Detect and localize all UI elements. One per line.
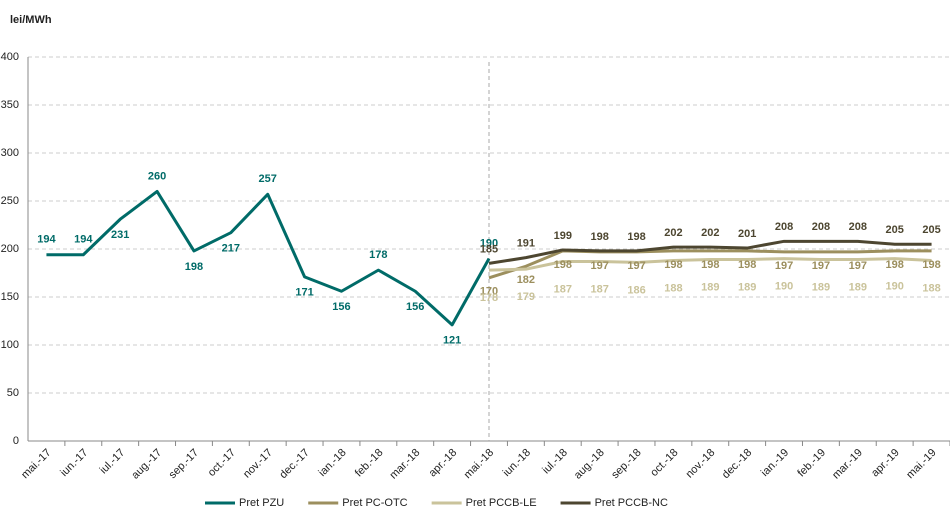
value-label: 197 xyxy=(849,260,867,272)
x-tick-label: iun.-17 xyxy=(58,447,90,479)
value-label: 197 xyxy=(775,260,793,272)
value-label: 186 xyxy=(627,284,645,296)
value-label: 205 xyxy=(922,224,940,236)
x-tick-label: nov.-17 xyxy=(241,447,275,481)
value-label: 190 xyxy=(886,281,904,293)
value-label: 198 xyxy=(886,259,904,271)
value-label: 198 xyxy=(664,259,682,271)
x-tick-label: iul.-18 xyxy=(540,447,570,477)
series-line xyxy=(488,257,932,272)
value-label: 189 xyxy=(738,281,756,293)
value-label: 231 xyxy=(111,229,129,241)
x-tick-label: dec.-18 xyxy=(720,447,754,481)
value-label: 197 xyxy=(812,260,830,272)
x-tick-label: oct.-18 xyxy=(648,447,680,479)
value-label: 194 xyxy=(74,234,93,246)
x-tick-label: ian.-19 xyxy=(759,447,791,479)
value-label: 185 xyxy=(480,243,498,255)
value-label: 257 xyxy=(259,173,277,185)
legend-label: Pret PCCB-NC xyxy=(595,497,668,509)
x-tick-label: mai.-18 xyxy=(462,447,496,481)
value-label: 199 xyxy=(554,230,572,242)
value-label: 190 xyxy=(480,238,498,250)
series-line xyxy=(46,189,491,327)
series-line xyxy=(488,239,932,265)
y-tick-label: 250 xyxy=(1,195,19,207)
x-tick-label: aug.-18 xyxy=(572,447,607,482)
value-label: 189 xyxy=(812,281,830,293)
value-label: 189 xyxy=(701,281,719,293)
value-label: 190 xyxy=(775,281,793,293)
value-label: 170 xyxy=(480,286,498,298)
value-label: 201 xyxy=(738,228,756,240)
legend-label: Pret PZU xyxy=(239,497,284,509)
x-tick-label: mar.-18 xyxy=(388,447,423,482)
x-tick-label: ian.-18 xyxy=(316,447,348,479)
y-tick-label: 400 xyxy=(1,51,19,63)
value-label: 188 xyxy=(922,282,940,294)
value-label: 198 xyxy=(627,231,645,243)
legend-label: Pret PC-OTC xyxy=(342,497,407,509)
value-label: 198 xyxy=(701,259,719,271)
x-tick-label: iul.-17 xyxy=(98,447,128,477)
value-label: 198 xyxy=(922,259,940,271)
value-label: 171 xyxy=(295,287,313,299)
value-label: 188 xyxy=(664,282,682,294)
value-label: 208 xyxy=(849,221,867,233)
value-label: 208 xyxy=(812,221,830,233)
y-tick-label: 200 xyxy=(1,243,19,255)
y-tick-label: 350 xyxy=(1,99,19,111)
x-tick-label: mar.-19 xyxy=(830,447,865,482)
value-label: 191 xyxy=(517,238,535,250)
value-label: 179 xyxy=(517,291,535,303)
legend-label: Pret PCCB-LE xyxy=(466,497,537,509)
value-label: 198 xyxy=(185,261,203,273)
value-label: 197 xyxy=(590,260,608,272)
x-tick-label: nov.-18 xyxy=(684,447,718,481)
value-label: 182 xyxy=(517,274,535,286)
x-tick-label: mai.-19 xyxy=(904,447,938,481)
value-label: 208 xyxy=(775,221,793,233)
x-tick-label: apr.-18 xyxy=(427,447,460,480)
value-label: 198 xyxy=(554,259,572,271)
value-label: 156 xyxy=(406,301,424,313)
value-label: 260 xyxy=(148,170,166,182)
value-label: 194 xyxy=(37,234,56,246)
value-label: 178 xyxy=(480,292,498,304)
x-tick-label: oct.-17 xyxy=(206,447,238,479)
y-axis-label: lei/MWh xyxy=(10,14,52,26)
value-label: 178 xyxy=(369,249,387,261)
value-label: 198 xyxy=(738,259,756,271)
value-label: 156 xyxy=(332,301,350,313)
value-label: 205 xyxy=(886,224,904,236)
value-label: 198 xyxy=(590,231,608,243)
x-tick-label: feb.-18 xyxy=(353,447,386,480)
value-label: 121 xyxy=(443,335,461,347)
x-tick-label: feb.-19 xyxy=(795,447,828,480)
x-tick-label: mai.-17 xyxy=(19,447,53,481)
value-label: 202 xyxy=(664,227,682,239)
y-tick-label: 50 xyxy=(7,387,19,399)
x-tick-label: sep.-18 xyxy=(609,447,643,481)
value-label: 189 xyxy=(849,281,867,293)
x-tick-label: iun.-18 xyxy=(501,447,533,479)
y-tick-label: 150 xyxy=(1,291,19,303)
x-tick-label: sep.-17 xyxy=(167,447,201,481)
x-tick-label: dec.-17 xyxy=(277,447,311,481)
value-label: 187 xyxy=(590,283,608,295)
x-tick-label: apr.-19 xyxy=(869,447,902,480)
y-tick-label: 300 xyxy=(1,147,19,159)
x-tick-label: aug.-17 xyxy=(129,447,164,482)
value-label: 187 xyxy=(554,283,572,295)
y-tick-label: 0 xyxy=(13,435,19,447)
value-label: 202 xyxy=(701,227,719,239)
value-label: 217 xyxy=(222,243,240,255)
y-tick-label: 100 xyxy=(1,339,19,351)
value-label: 197 xyxy=(627,260,645,272)
